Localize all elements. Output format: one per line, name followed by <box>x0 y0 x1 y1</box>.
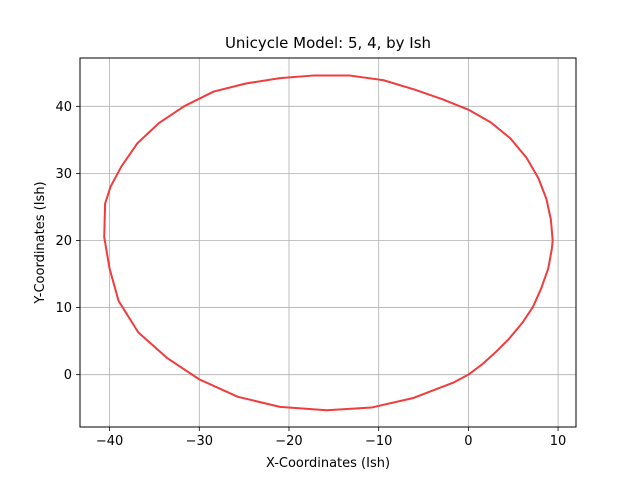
x-tick-label: −30 <box>186 434 213 449</box>
chart-title: Unicycle Model: 5, 4, by Ish <box>225 34 431 52</box>
y-tick-label: 30 <box>55 167 72 182</box>
series-layer <box>103 74 554 412</box>
y-tick-label: 0 <box>64 368 72 383</box>
x-axis-ticks: −40 −30 −20 −10 0 10 <box>96 427 566 449</box>
y-tick-label: 40 <box>55 100 72 115</box>
x-tick-label: 0 <box>464 434 472 449</box>
x-axis-label: X-Coordinates (Ish) <box>266 456 390 471</box>
y-axis-ticks: 0 10 20 30 40 <box>55 100 80 383</box>
x-tick-label: 10 <box>550 434 567 449</box>
x-tick-label: −40 <box>96 434 123 449</box>
y-tick-label: 10 <box>55 301 72 316</box>
y-tick-label: 20 <box>55 234 72 249</box>
x-tick-label: −20 <box>275 434 302 449</box>
series-line-0 <box>103 74 554 412</box>
y-axis-label: Y-Coordinates (Ish) <box>33 181 48 304</box>
grid <box>80 58 576 427</box>
x-tick-label: −10 <box>365 434 392 449</box>
plot-area-frame <box>79 57 577 428</box>
